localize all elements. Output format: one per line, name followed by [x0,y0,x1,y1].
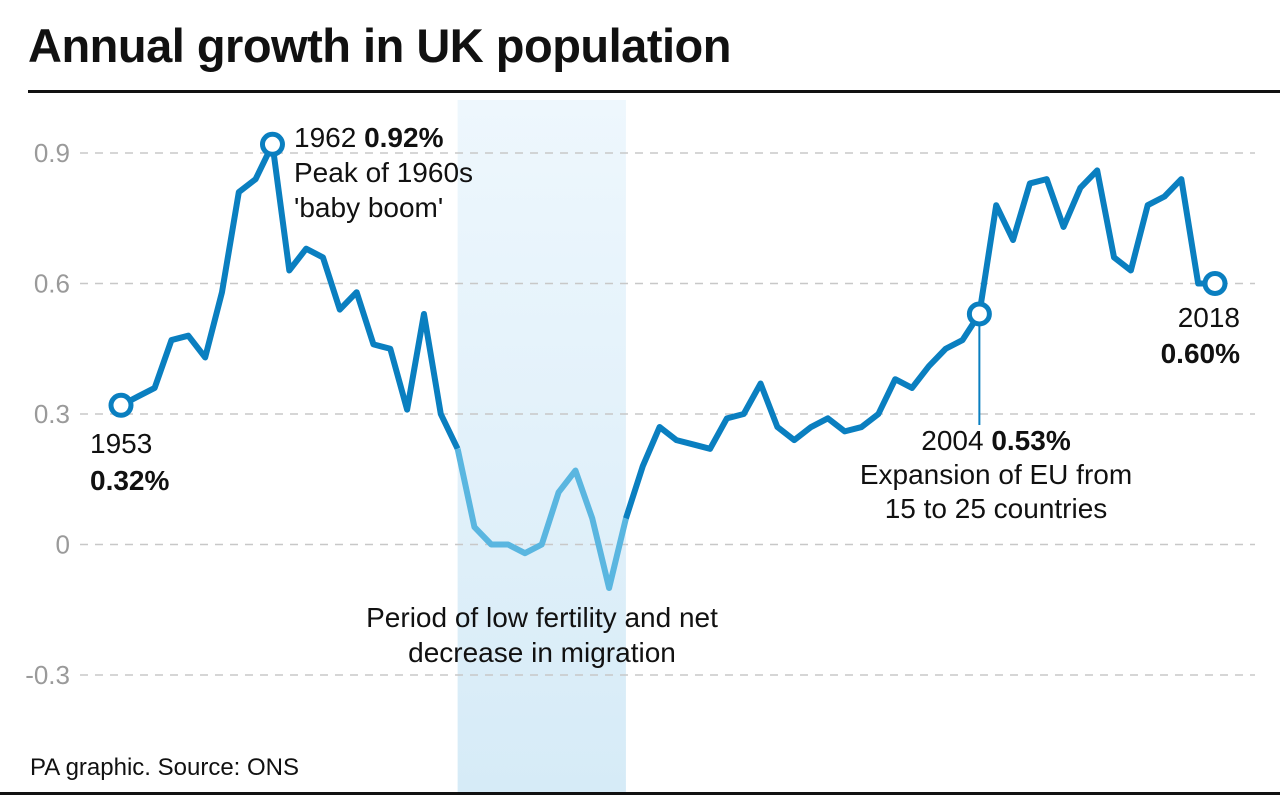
highlight-period-band [457,100,626,792]
annotation-eu-value: 0.53% [991,425,1070,456]
annotation-peak-line2: 'baby boom' [294,192,443,223]
annotation-peak-year-text: 1962 [294,122,356,153]
data-point-marker [108,392,134,418]
series-line [119,141,461,451]
annotation-eu-line2: 15 to 25 countries [885,493,1108,524]
annotation-eu-year: 2004 0.53% [921,425,1071,456]
data-point-marker [1202,271,1228,296]
annotation-peak-year: 1962 0.92% [294,122,444,153]
annotation-period-line2: decrease in migration [408,637,676,668]
y-tick-label: 0.6 [34,269,70,299]
annotation-eu-line1: Expansion of EU from [860,459,1132,490]
y-tick-label: -0.3 [25,660,70,690]
annotation-peak-line1: Peak of 1960s [294,157,473,188]
annotation-start-year: 1953 [90,428,152,459]
annotation-eu-year-text: 2004 [921,425,983,456]
annotation-end-value: 0.60% [1161,338,1240,369]
data-point-marker [966,301,992,327]
chart-title: Annual growth in UK population [28,19,731,72]
y-tick-label: 0.9 [34,138,70,168]
source-note: PA graphic. Source: ONS [30,754,299,781]
series-line [623,167,1215,520]
annotation-start-value: 0.32% [90,465,169,496]
series-line-highlight [454,448,629,591]
bottom-rule [0,792,1280,795]
y-tick-label: 0 [56,530,70,560]
annotation-peak-value: 0.92% [364,122,443,153]
y-tick-label: 0.3 [34,399,70,429]
annotation-end-year: 2018 [1178,302,1240,333]
title-rule [28,90,1280,93]
annotation-period-line1: Period of low fertility and net [366,602,718,633]
data-point-marker [259,131,285,157]
